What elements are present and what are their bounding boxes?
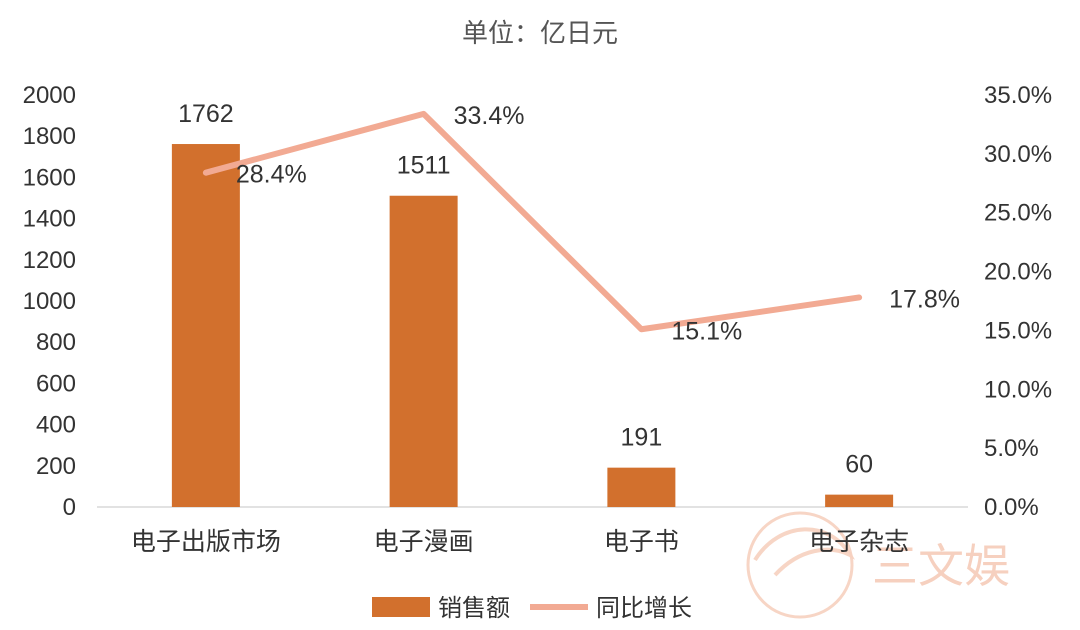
bar: [171, 144, 240, 507]
right-tick-label: 20.0%: [984, 259, 1052, 286]
watermark-logo-icon: [746, 511, 854, 619]
bar-data-label: 60: [845, 451, 873, 479]
left-tick-label: 600: [36, 370, 76, 397]
right-tick-label: 10.0%: [984, 376, 1052, 403]
watermark-text: 三文娱: [872, 539, 1010, 593]
left-tick-label: 2000: [23, 82, 76, 109]
watermark: 三文娱: [746, 511, 1010, 619]
right-tick-label: 25.0%: [984, 200, 1052, 227]
line-series: [202, 110, 863, 333]
growth-line: [202, 110, 863, 333]
bar-data-label: 1511: [397, 152, 451, 180]
bar: [389, 195, 458, 507]
legend-swatch-bar: [372, 597, 430, 617]
line-data-label: 15.1%: [671, 317, 742, 345]
left-tick-label: 1400: [23, 206, 76, 233]
right-tick-label: 30.0%: [984, 141, 1052, 168]
right-axis: 0.0% 5.0% 10.0% 15.0% 20.0% 25.0% 30.0% 35.0%: [984, 82, 1052, 521]
left-tick-label: 800: [36, 329, 76, 356]
right-tick-label: 35.0%: [984, 82, 1052, 109]
chart-title: 单位：亿日元: [462, 19, 618, 49]
legend-label-bar: 销售额: [438, 594, 510, 622]
category-labels: 电子出版市场 电子漫画 电子书 电子杂志: [131, 527, 909, 556]
left-tick-label: 1200: [23, 247, 76, 274]
left-tick-label: 1000: [23, 288, 76, 315]
watermark-swirl-icon: [753, 527, 856, 577]
bar: [825, 494, 894, 507]
line-data-label: 17.8%: [889, 285, 960, 313]
category-label: 电子杂志: [809, 527, 909, 556]
legend-label-line: 同比增长: [596, 594, 692, 622]
left-axis: 0 200 400 600 800 1000 1200 1400 1600 1800 2000: [23, 82, 76, 521]
left-tick-label: 400: [36, 412, 76, 439]
left-tick-label: 1800: [23, 123, 76, 150]
bar-series: [171, 144, 894, 507]
bar-data-label: 191: [621, 424, 663, 452]
category-label: 电子漫画: [374, 527, 474, 556]
right-tick-label: 15.0%: [984, 317, 1052, 344]
legend: 销售额 同比增长: [372, 594, 692, 622]
line-data-label: 28.4%: [236, 161, 307, 189]
left-tick-label: 200: [36, 453, 76, 480]
category-label: 电子书: [604, 527, 679, 556]
line-data-labels: 28.4% 33.4% 15.1% 17.8%: [236, 102, 960, 345]
right-tick-label: 0.0%: [984, 494, 1039, 521]
bar-data-labels: 1762 1511 191 60: [178, 100, 873, 479]
left-tick-label: 1600: [23, 164, 76, 191]
left-tick-label: 0: [63, 494, 76, 521]
bar-data-label: 1762: [178, 100, 234, 128]
right-tick-label: 5.0%: [984, 435, 1039, 462]
line-data-label: 33.4%: [454, 102, 525, 130]
bar: [607, 467, 676, 507]
category-label: 电子出版市场: [131, 527, 281, 556]
